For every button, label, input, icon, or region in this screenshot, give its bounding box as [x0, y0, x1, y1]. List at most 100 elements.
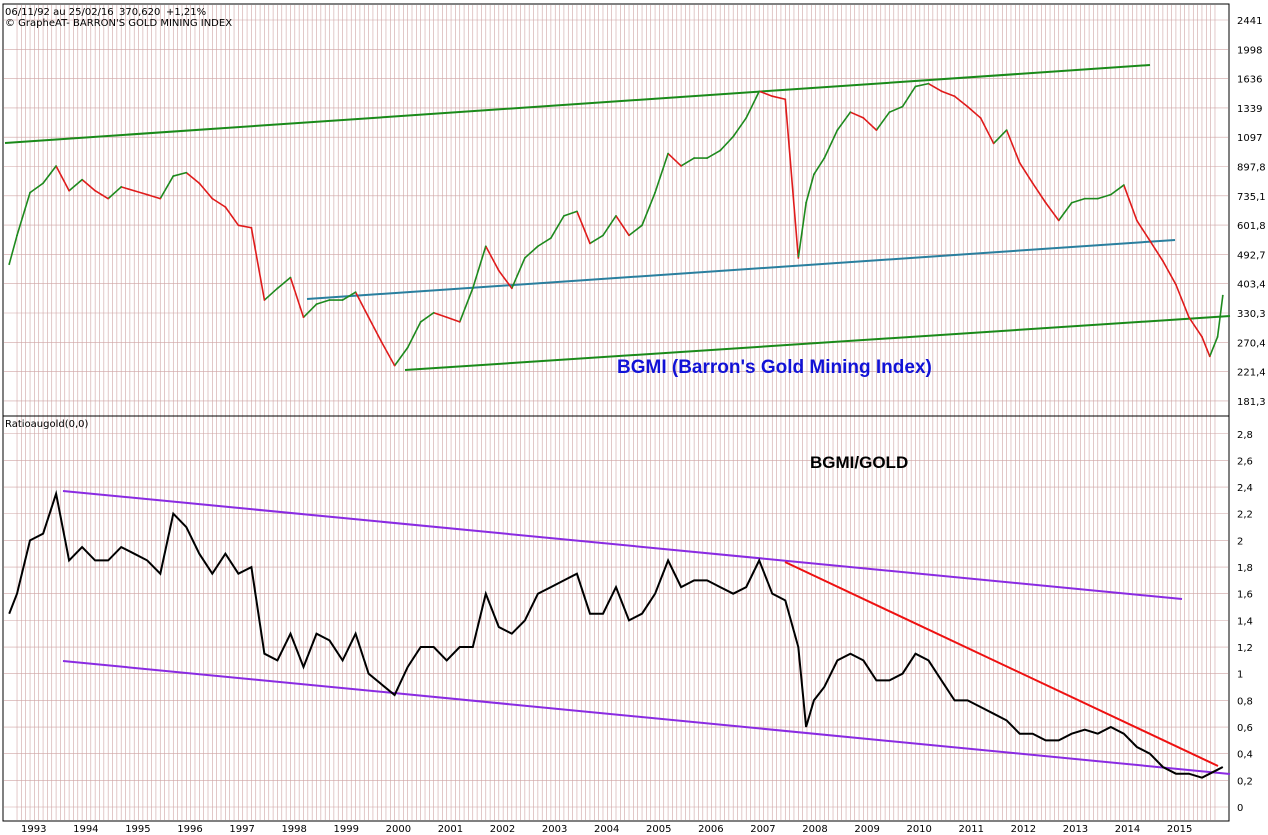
price-point [1201, 335, 1203, 338]
price-tick-label: 1998 [1237, 45, 1262, 56]
price-point [1122, 184, 1125, 186]
price-segment [485, 245, 500, 272]
price-segment [173, 171, 187, 177]
price-point [289, 276, 292, 279]
price-segment [1175, 284, 1190, 318]
header-change: +1,21% [166, 7, 206, 18]
price-tick-label: 270,4 [1237, 338, 1266, 349]
price-point [1057, 219, 1060, 222]
teal-support-line [306, 239, 1176, 300]
price-segment [628, 224, 643, 237]
ratio-series-line [8, 489, 1224, 779]
price-point [1188, 316, 1190, 319]
price-segment [589, 234, 604, 245]
price-segment [16, 192, 31, 236]
price-point [211, 197, 214, 200]
year-tick-label: 2004 [594, 824, 619, 835]
ratio-tick-label: 2 [1237, 536, 1243, 547]
year-tick-label: 2015 [1167, 824, 1192, 835]
year-tick-label: 1997 [229, 824, 254, 835]
price-segment [211, 197, 226, 208]
price-segment [1209, 336, 1219, 357]
ratio-tick-label: 1,4 [1237, 616, 1253, 627]
price-segment [862, 117, 877, 131]
price-point [1221, 294, 1224, 297]
price-point [654, 191, 656, 194]
header-last-value: 370,620 [119, 7, 160, 18]
price-point [224, 206, 227, 208]
price-point [484, 245, 487, 248]
price-segment [81, 178, 96, 192]
year-tick-label: 2006 [698, 824, 723, 835]
price-point [250, 226, 253, 229]
price-point [563, 214, 565, 217]
price-segment [276, 276, 291, 289]
price-segment [901, 86, 917, 108]
price-point [81, 178, 84, 181]
price-point [1175, 283, 1177, 286]
price-segment [1032, 182, 1047, 204]
price-point [185, 171, 188, 174]
price-point [797, 257, 800, 259]
price-point [888, 111, 891, 114]
price-point [497, 269, 500, 272]
price-segment [745, 90, 760, 119]
ratio-axis: 2,8 2,6 2,4 2,2 2 1,8 1,6 1,4 1,2 1 0,8 0,6 0,4 0,2 0 [1237, 430, 1253, 814]
price-segment [238, 224, 252, 229]
year-axis: 1993 1994 1995 1996 1997 1998 1999 2000 2001 2002… [21, 824, 1192, 835]
price-segment [1201, 336, 1211, 357]
price-segment [706, 149, 721, 159]
price-segment [250, 227, 266, 301]
price-segment [813, 157, 826, 175]
price-point [862, 117, 865, 119]
price-segment [367, 316, 383, 343]
ratio-tick-label: 0 [1237, 803, 1243, 814]
price-point [615, 214, 617, 217]
price-point [55, 165, 57, 167]
price-point [1018, 161, 1021, 164]
price-segment [458, 288, 474, 323]
ratio-tick-label: 1,2 [1237, 643, 1253, 654]
price-point [966, 105, 969, 108]
price-point [693, 157, 696, 159]
year-tick-label: 1993 [21, 824, 46, 835]
price-segment [354, 291, 370, 318]
price-segment [954, 95, 969, 108]
price-segment [185, 172, 200, 184]
price-point [953, 95, 956, 98]
price-point [302, 316, 305, 319]
price-segment [342, 291, 356, 301]
price-point [146, 193, 149, 196]
price-segment [563, 210, 578, 217]
price-tick-label: 181,3 [1237, 397, 1266, 408]
price-segment [8, 235, 18, 265]
price-segment [263, 287, 278, 301]
price-segment [1110, 184, 1125, 196]
price-segment [446, 316, 461, 323]
price-segment [1162, 260, 1177, 286]
price-point [836, 129, 839, 132]
ratio-tick-label: 1 [1237, 670, 1243, 681]
price-point [159, 197, 162, 200]
price-point [68, 189, 71, 192]
year-tick-label: 2014 [1115, 824, 1140, 835]
price-point [758, 90, 761, 93]
year-tick-label: 2002 [490, 824, 515, 835]
price-segment [836, 111, 852, 131]
price-point [914, 85, 917, 88]
price-point [107, 197, 110, 200]
price-point [1031, 182, 1034, 185]
price-segment [1216, 295, 1224, 337]
price-point [510, 287, 513, 290]
price-point [328, 299, 331, 301]
price-segment [850, 111, 864, 119]
price-segment [550, 215, 565, 239]
price-segment [393, 347, 409, 367]
price-point [1216, 335, 1219, 338]
price-point [16, 234, 18, 237]
price-point [536, 245, 539, 248]
price-point [237, 224, 240, 227]
price-segment [915, 82, 929, 88]
price-point [589, 242, 591, 245]
